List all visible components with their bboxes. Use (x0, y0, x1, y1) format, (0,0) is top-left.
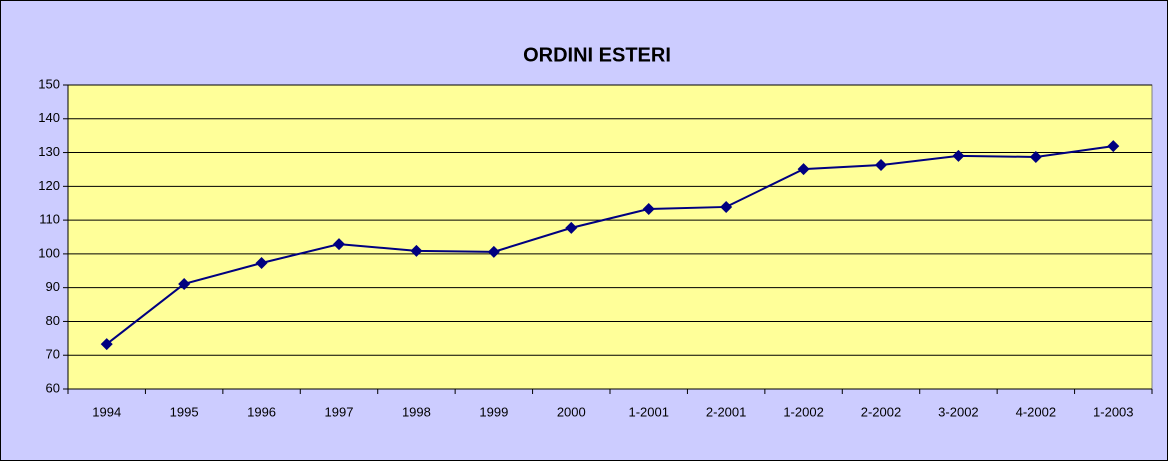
y-tick-label: 130 (38, 144, 60, 159)
marker (952, 149, 965, 162)
x-tick-label: 1998 (402, 404, 431, 419)
x-tick-label: 4-2002 (1016, 404, 1056, 419)
x-tick-label: 3-2002 (938, 404, 978, 419)
marker (410, 244, 423, 257)
chart-title: ORDINI ESTERI (523, 44, 671, 66)
x-tick-label: 1995 (170, 404, 199, 419)
x-tick-label: 1997 (325, 404, 354, 419)
marker (875, 159, 887, 172)
y-tick-label: 150 (38, 76, 60, 91)
x-tick-label: 2-2002 (861, 404, 901, 419)
x-tick-label: 1994 (92, 404, 121, 419)
x-tick-label: 1-2001 (628, 404, 668, 419)
y-tick-label: 60 (46, 380, 60, 395)
y-tick-label: 140 (38, 110, 60, 125)
y-tick-label: 100 (38, 245, 60, 260)
marker (100, 338, 113, 351)
marker (642, 202, 655, 215)
marker (1107, 140, 1120, 153)
x-tick-label: 1996 (247, 404, 276, 419)
marker (487, 245, 500, 258)
x-tick-label: 1999 (479, 404, 508, 419)
marker (1029, 150, 1042, 163)
y-tick-label: 70 (46, 347, 60, 362)
y-tick-label: 80 (46, 313, 60, 328)
marker (720, 200, 733, 213)
y-tick-label: 110 (39, 212, 60, 227)
y-tick-label: 120 (38, 178, 60, 193)
marker (797, 163, 810, 176)
y-tick-label: 90 (46, 279, 60, 294)
x-tick-label: 1-2003 (1093, 404, 1133, 419)
plot-area (67, 84, 1153, 390)
marker (178, 277, 191, 290)
line (106, 145, 1114, 345)
x-tick-label: 2-2001 (706, 404, 746, 419)
x-tick-label: 2000 (557, 404, 586, 419)
marker (565, 221, 578, 234)
marker (333, 238, 345, 251)
x-tick-label: 1-2002 (783, 404, 823, 419)
marker (255, 257, 268, 270)
